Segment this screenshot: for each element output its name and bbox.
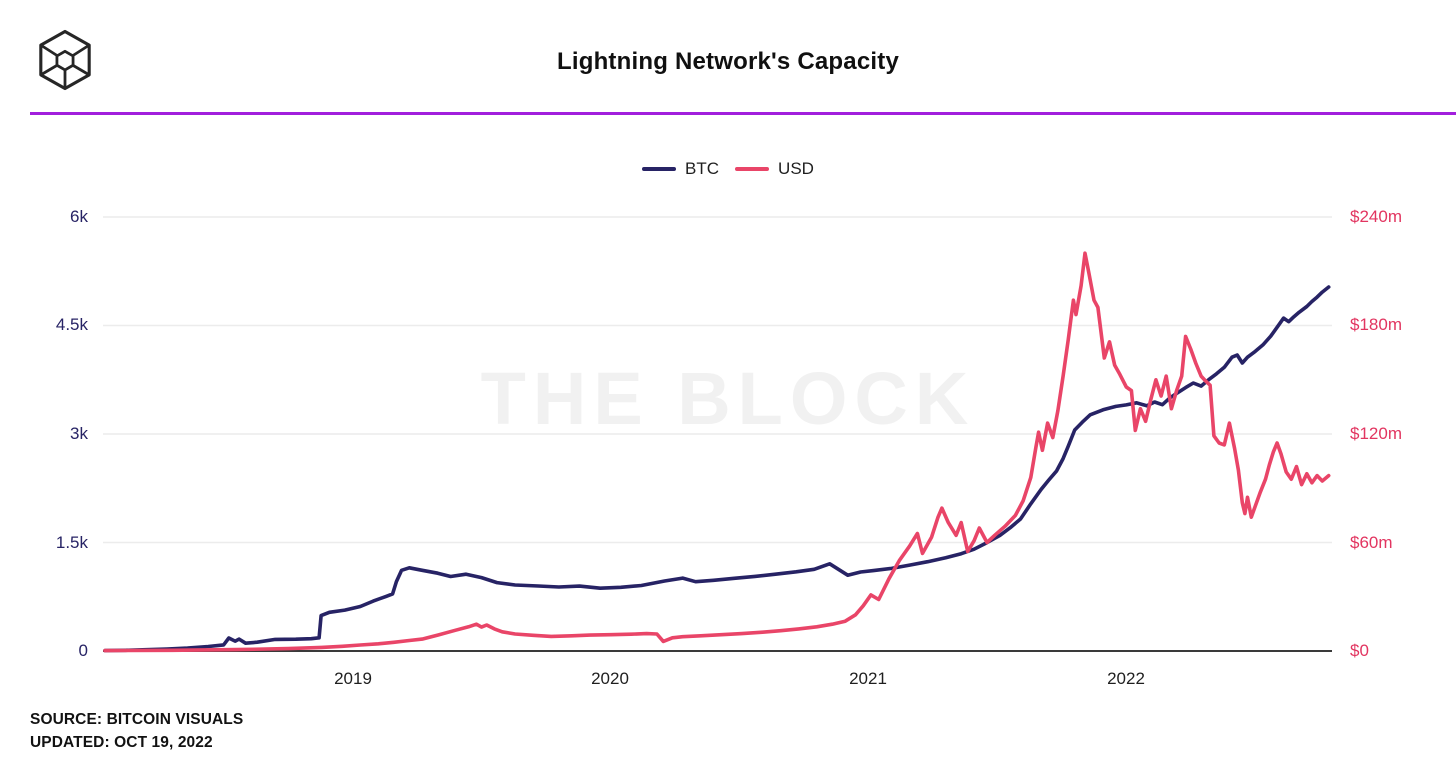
y-tick-label-left: 0 [78,641,88,660]
x-tick-label: 2021 [849,669,887,688]
y-tick-label-left: 6k [70,207,88,226]
updated-text: UPDATED: OCT 19, 2022 [30,734,213,751]
source-text: SOURCE: BITCOIN VISUALS [30,711,244,728]
the-block-cube-logo-icon [39,29,91,91]
legend-item-btc: BTC [642,159,719,179]
chart-footer: SOURCE: BITCOIN VISUALS UPDATED: OCT 19,… [30,708,243,754]
y-tick-label-left: 4.5k [55,315,88,334]
x-tick-label: 2022 [1107,669,1145,688]
legend-label-usd: USD [778,159,814,178]
legend-swatch [642,167,677,171]
legend-swatch [735,167,770,171]
y-tick-label-right: $180m [1350,315,1402,334]
the-block-watermark: THE BLOCK [480,357,976,440]
page-title: Lightning Network's Capacity [556,48,899,75]
x-tick-label: 2020 [591,669,629,688]
chart-legend: BTC USD [0,158,1456,180]
x-tick-label: 2019 [334,669,372,688]
y-tick-label-right: $120m [1350,424,1402,443]
y-tick-label-right: $0 [1350,641,1369,660]
legend-item-usd: USD [735,159,814,179]
y-tick-label-left: 3k [70,424,88,443]
legend-label-btc: BTC [685,159,720,178]
y-tick-label-left: 1.5k [55,533,88,552]
y-tick-label-right: $240m [1350,207,1402,226]
divider-line [30,112,1456,115]
y-tick-label-right: $60m [1350,533,1393,552]
